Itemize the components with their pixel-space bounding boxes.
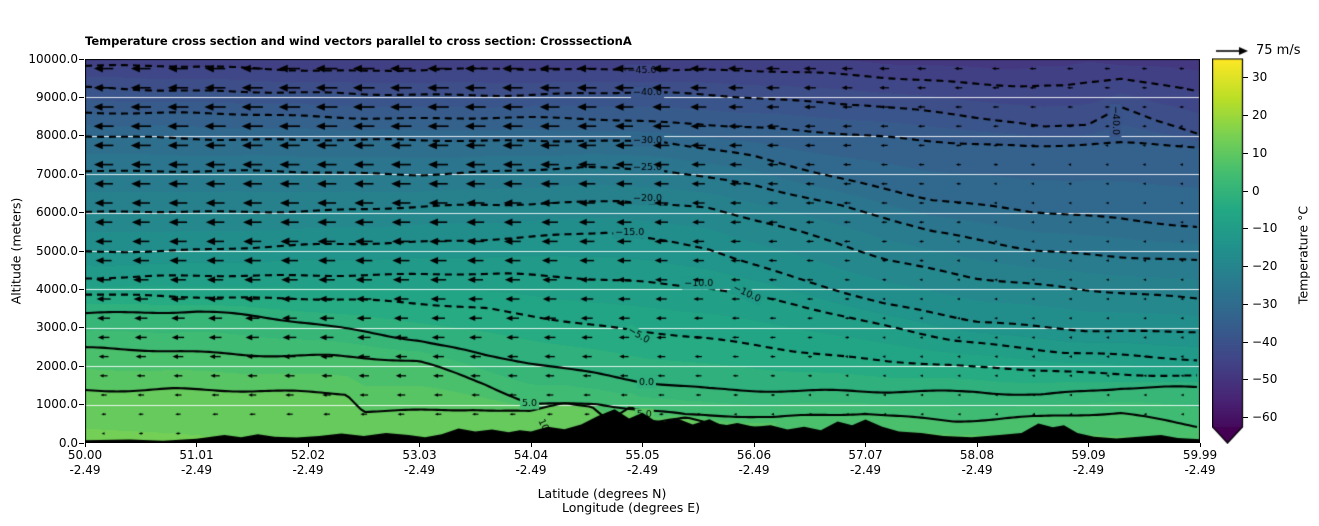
x-tick-mark bbox=[307, 443, 309, 447]
colorbar-tick-label: −10 bbox=[1252, 221, 1278, 236]
colorbar-tick-mark bbox=[1243, 303, 1248, 305]
quiver-key-arrow-icon bbox=[1215, 45, 1249, 57]
x-tick-label: 59.09 -2.49 bbox=[1071, 448, 1106, 477]
colorbar-tick-mark bbox=[1243, 152, 1248, 154]
x-tick-mark bbox=[196, 443, 197, 447]
x-tick-mark bbox=[865, 443, 866, 447]
plot-title: Temperature cross section and wind vecto… bbox=[85, 34, 632, 49]
x-tick-mark bbox=[530, 443, 532, 447]
x-tick-label: 56.06 -2.49 bbox=[736, 448, 772, 477]
x-tick-label: 55.05 -2.49 bbox=[625, 448, 660, 477]
quiver-key-label: 75 m/s bbox=[1256, 43, 1301, 58]
x-tick-mark bbox=[976, 443, 978, 447]
colorbar-tick-mark bbox=[1243, 417, 1248, 419]
y-tick-mark bbox=[79, 173, 84, 175]
colorbar-tick-label: −30 bbox=[1252, 296, 1278, 311]
x-tick-label: 51.01 -2.49 bbox=[179, 448, 214, 477]
colorbar-tick-mark bbox=[1243, 266, 1248, 268]
x-tick-mark bbox=[1199, 443, 1201, 447]
y-tick-label: 3000.0 bbox=[36, 320, 78, 335]
x-tick-label: 52.02 -2.49 bbox=[290, 448, 326, 477]
colorbar-tick-label: 0 bbox=[1252, 183, 1260, 198]
x-axis-label-latitude: Latitude (degrees N) bbox=[537, 486, 667, 501]
colorbar-tick-label: −50 bbox=[1252, 372, 1278, 387]
y-tick-label: 4000.0 bbox=[36, 281, 78, 296]
x-axis-label-longitude: Longitude (degrees E) bbox=[561, 500, 701, 515]
y-tick-label: 1000.0 bbox=[36, 397, 78, 412]
colorbar-tick-label: −20 bbox=[1252, 259, 1278, 274]
y-tick-mark bbox=[79, 212, 84, 214]
x-tick-label: 50.00 -2.49 bbox=[67, 448, 103, 477]
y-tick-mark bbox=[79, 250, 84, 252]
colorbar-label: Temperature °C bbox=[1295, 205, 1311, 305]
y-tick-mark bbox=[79, 442, 84, 444]
colorbar-tick-label: 10 bbox=[1252, 145, 1268, 160]
x-tick-mark bbox=[642, 443, 643, 447]
y-tick-label: 10000.0 bbox=[28, 51, 78, 66]
y-tick-mark bbox=[79, 135, 84, 137]
y-tick-label: 7000.0 bbox=[36, 166, 78, 181]
x-tick-label: 54.04 -2.49 bbox=[513, 448, 549, 477]
colorbar-tick-label: 30 bbox=[1252, 70, 1268, 85]
colorbar-tick-label: −60 bbox=[1252, 410, 1278, 425]
y-tick-mark bbox=[79, 327, 84, 329]
colorbar-tick-mark bbox=[1243, 190, 1248, 192]
y-tick-mark bbox=[79, 365, 84, 367]
colorbar-tick-mark bbox=[1243, 341, 1248, 343]
x-tick-label: 53.03 -2.49 bbox=[402, 448, 437, 477]
y-tick-mark bbox=[79, 404, 84, 406]
y-tick-label: 6000.0 bbox=[36, 205, 78, 220]
colorbar-tick-mark bbox=[1243, 379, 1248, 381]
y-tick-label: 2000.0 bbox=[36, 358, 78, 373]
x-tick-mark bbox=[753, 443, 755, 447]
y-tick-mark bbox=[79, 58, 84, 60]
x-tick-label: 59.99 -2.49 bbox=[1182, 448, 1218, 477]
y-tick-label: 9000.0 bbox=[36, 89, 78, 104]
y-tick-mark bbox=[79, 288, 84, 290]
y-tick-label: 8000.0 bbox=[36, 128, 78, 143]
x-tick-label: 57.07 -2.49 bbox=[848, 448, 883, 477]
colorbar-tick-label: −40 bbox=[1252, 334, 1278, 349]
y-tick-mark bbox=[79, 96, 84, 98]
y-tick-label: 5000.0 bbox=[36, 243, 78, 258]
x-tick-mark bbox=[1088, 443, 1089, 447]
x-tick-mark bbox=[84, 443, 86, 447]
x-tick-mark bbox=[419, 443, 420, 447]
colorbar-tick-mark bbox=[1243, 77, 1248, 79]
colorbar-tick-mark bbox=[1243, 228, 1248, 230]
plot-area bbox=[85, 59, 1200, 443]
colorbar-tick-label: 20 bbox=[1252, 108, 1268, 123]
cross-section-canvas bbox=[85, 59, 1200, 443]
y-tick-label: 0.0 bbox=[58, 435, 78, 450]
x-tick-label: 58.08 -2.49 bbox=[959, 448, 995, 477]
colorbar-tick-mark bbox=[1243, 115, 1248, 117]
